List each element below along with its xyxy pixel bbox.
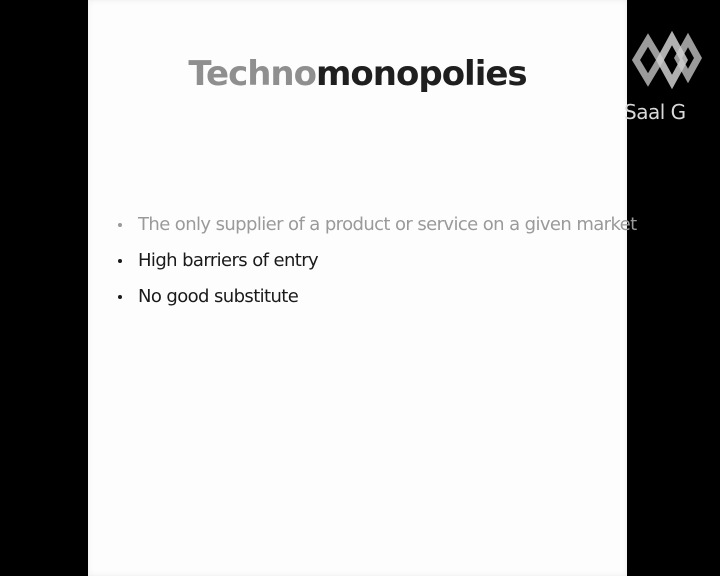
bullet-item-3: No good substitute [118, 280, 637, 316]
bullet-list: The only supplier of a product or servic… [118, 208, 637, 316]
bullet-dot-icon [118, 259, 122, 263]
room-label: Saal G [624, 100, 686, 124]
slide-title: Technomonopolies [88, 54, 627, 94]
slide-title-part-2: monopolies [316, 54, 528, 94]
bullet-text: The only supplier of a product or servic… [138, 214, 637, 235]
presentation-slide: Technomonopolies The only supplier of a … [88, 0, 637, 576]
bullet-text: High barriers of entry [138, 250, 319, 271]
bullet-item-2: High barriers of entry [118, 244, 637, 280]
slide-title-part-1: Techno [188, 54, 317, 94]
bullet-dot-icon [118, 223, 122, 227]
bullet-item-1: The only supplier of a product or servic… [118, 208, 637, 244]
bullet-text: No good substitute [138, 286, 299, 307]
bullet-dot-icon [118, 295, 122, 299]
room-logo-icon [622, 28, 703, 92]
